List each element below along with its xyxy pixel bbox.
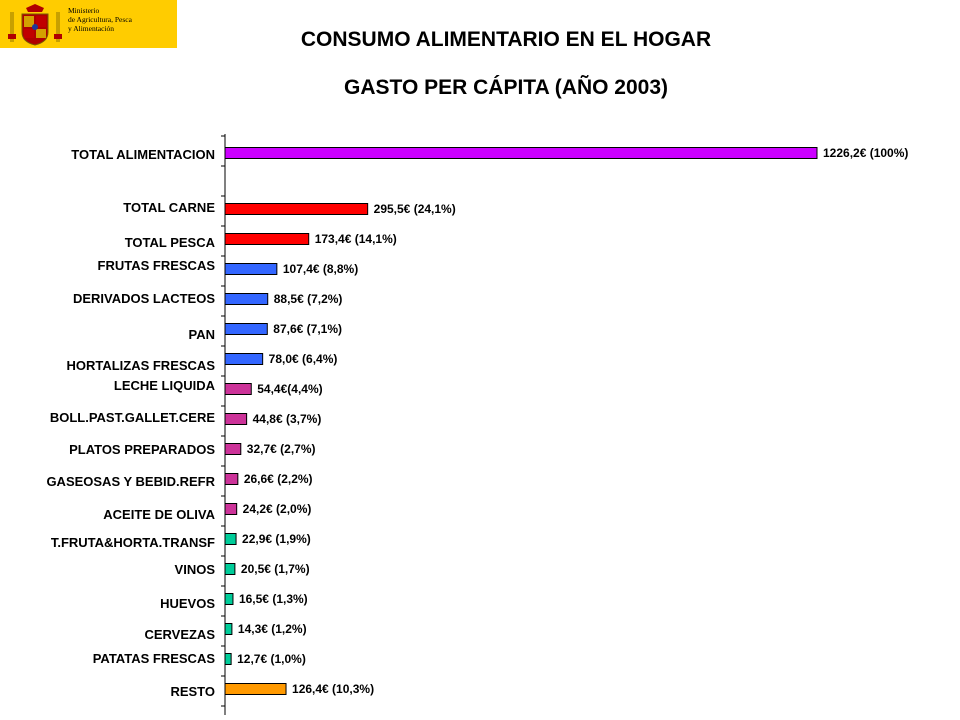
- category-label: CERVEZAS: [144, 627, 215, 642]
- coat-of-arms-icon: [8, 4, 62, 46]
- data-label: 54,4€(4,4%): [257, 382, 322, 396]
- bar: [224, 413, 248, 425]
- category-label: DERIVADOS LACTEOS: [73, 291, 215, 306]
- category-label: LECHE LIQUIDA: [114, 378, 216, 393]
- bar: [224, 533, 237, 545]
- category-label: GASEOSAS Y BEBID.REFR: [46, 474, 215, 489]
- bar: [224, 323, 268, 335]
- ministry-line-1: Ministerio: [68, 6, 100, 15]
- category-label: T.FRUTA&HORTA.TRANSF: [51, 535, 215, 550]
- category-label: RESTO: [170, 684, 215, 699]
- data-label: 12,7€ (1,0%): [237, 652, 306, 666]
- bar: [224, 593, 234, 605]
- category-label: TOTAL PESCA: [125, 235, 216, 250]
- bar: [224, 623, 233, 635]
- data-label: 173,4€ (14,1%): [315, 232, 397, 246]
- data-label: 24,2€ (2,0%): [243, 502, 312, 516]
- bar: [224, 683, 287, 695]
- bar: [224, 353, 264, 365]
- data-label: 22,9€ (1,9%): [242, 532, 311, 546]
- bar: [224, 263, 278, 275]
- data-label: 87,6€ (7,1%): [273, 322, 342, 336]
- category-label: TOTAL ALIMENTACION: [71, 147, 215, 162]
- data-label: 78,0€ (6,4%): [269, 352, 338, 366]
- ministry-name: Ministerio de Agricultura, Pesca y Alime…: [68, 6, 173, 33]
- bar: [224, 653, 232, 665]
- ministry-line-2: de Agricultura, Pesca: [68, 15, 132, 24]
- bar: [224, 293, 269, 305]
- bar: [224, 233, 310, 245]
- data-label: 20,5€ (1,7%): [241, 562, 310, 576]
- ministry-line-3: y Alimentación: [68, 24, 115, 33]
- chart-subtitle: GASTO PER CÁPITA (AÑO 2003): [343, 76, 668, 99]
- data-label: 126,4€ (10,3%): [292, 682, 374, 696]
- category-label: PATATAS FRESCAS: [93, 651, 216, 666]
- category-label: HORTALIZAS FRESCAS: [66, 358, 215, 373]
- data-label: 26,6€ (2,2%): [244, 472, 313, 486]
- bar: [224, 203, 369, 215]
- ministry-logo: Ministerio de Agricultura, Pesca y Alime…: [0, 0, 177, 48]
- data-label: 107,4€ (8,8%): [283, 262, 358, 276]
- bar: [224, 473, 239, 485]
- category-label: PLATOS PREPARADOS: [69, 442, 215, 457]
- data-label: 14,3€ (1,2%): [238, 622, 307, 636]
- page-title: CONSUMO ALIMENTARIO EN EL HOGAR: [300, 28, 712, 51]
- data-label: 1226,2€ (100%): [823, 146, 908, 160]
- bar: [224, 563, 236, 575]
- data-label: 32,7€ (2,7%): [247, 442, 316, 456]
- category-label: BOLL.PAST.GALLET.CERE: [50, 410, 215, 425]
- category-label: HUEVOS: [160, 596, 215, 611]
- data-label: 295,5€ (24,1%): [374, 202, 456, 216]
- data-label: 44,8€ (3,7%): [253, 412, 322, 426]
- bar: [224, 147, 818, 159]
- category-label: TOTAL CARNE: [123, 200, 215, 215]
- bar: [224, 383, 252, 395]
- category-label: FRUTAS FRESCAS: [98, 258, 216, 273]
- data-label: 88,5€ (7,2%): [274, 292, 343, 306]
- bar: [224, 503, 238, 515]
- category-label: ACEITE DE OLIVA: [103, 507, 215, 522]
- data-label: 16,5€ (1,3%): [239, 592, 308, 606]
- bar: [224, 443, 242, 455]
- category-label: VINOS: [175, 562, 216, 577]
- category-label: PAN: [189, 327, 215, 342]
